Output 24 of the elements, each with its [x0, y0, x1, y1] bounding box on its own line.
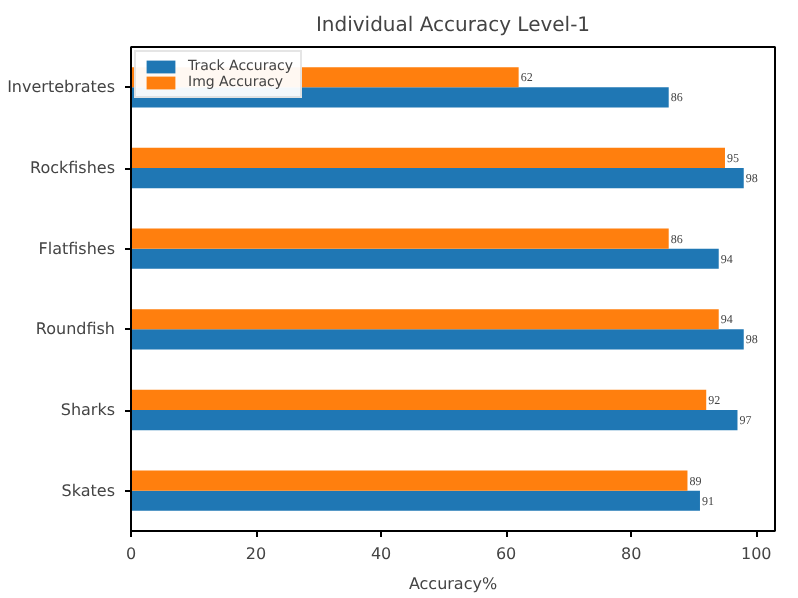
y-tick-label: Rockfishes	[30, 159, 116, 177]
bar	[131, 309, 719, 330]
x-axis-title: Accuracy%	[408, 575, 498, 593]
bar	[131, 329, 744, 350]
bar	[131, 470, 688, 491]
y-tick-label: Sharks	[60, 401, 115, 419]
bar	[131, 147, 725, 168]
bar	[131, 248, 719, 269]
y-tick-label: Invertebrates	[7, 78, 116, 97]
x-tick-label: 20	[245, 545, 267, 563]
chart-title: Individual Accuracy Level-1	[315, 15, 591, 37]
x-tick-label: 80	[621, 545, 642, 563]
bar	[131, 168, 744, 189]
bar	[131, 490, 700, 511]
x-tick-label: 0	[125, 545, 137, 563]
x-tick-label: 60	[495, 545, 517, 563]
x-tick-label: 40	[370, 545, 392, 563]
x-tick-label: 100	[740, 545, 772, 563]
y-tick-label: Flatfishes	[38, 239, 116, 258]
y-tick-label: Skates	[61, 481, 116, 500]
bar	[131, 410, 738, 431]
bar	[131, 228, 669, 249]
bar	[131, 389, 707, 410]
y-tick-label: Roundfish	[35, 320, 116, 339]
